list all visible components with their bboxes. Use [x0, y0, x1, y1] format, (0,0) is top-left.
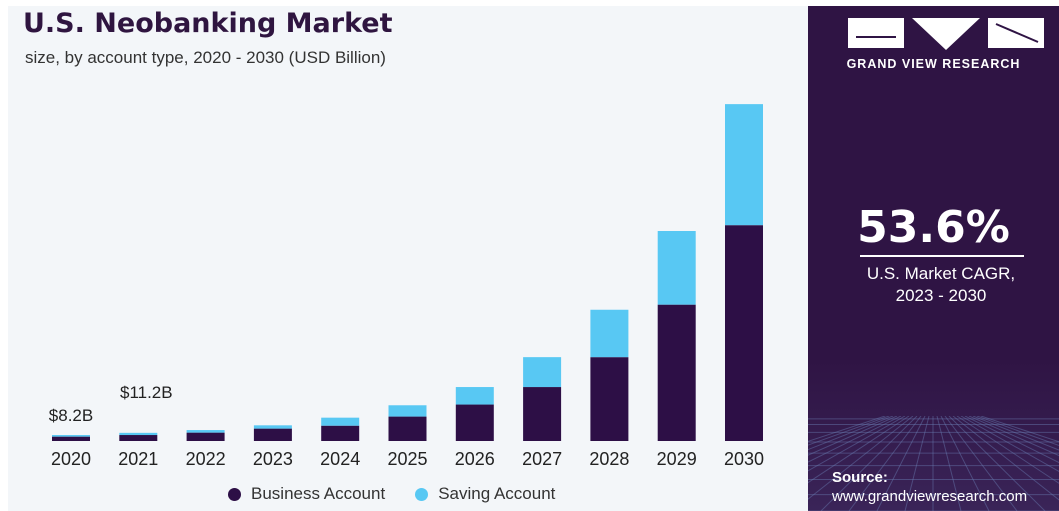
x-tick-label-2021: 2021 — [118, 449, 158, 469]
bar-saving-2022 — [186, 430, 225, 433]
bar-saving-2026 — [455, 387, 494, 405]
cagr-label-line1: U.S. Market CAGR, — [866, 264, 1016, 283]
legend-item-saving: Saving Account — [415, 484, 555, 504]
bar-saving-2025 — [388, 405, 427, 417]
grand-view-research-logo — [848, 18, 1044, 50]
source-label: Source: — [832, 469, 888, 486]
x-tick-label-2026: 2026 — [455, 449, 495, 469]
legend-label-business: Business Account — [251, 484, 386, 503]
bar-chart: 2020 2021 2022 2023 2024 2025 2026 2027 2028 2029… — [49, 104, 764, 469]
legend-item-business: Business Account — [228, 484, 385, 504]
brand-name: GRAND VIEW RESEARCH — [846, 57, 1021, 71]
x-tick-label-2030: 2030 — [724, 449, 764, 469]
data-label-2020: $8.2B — [49, 406, 93, 425]
legend: Business Account Saving Account — [228, 484, 555, 504]
legend-label-saving: Saving Account — [438, 484, 556, 503]
x-tick-label-2023: 2023 — [253, 449, 293, 469]
bar-business-2024 — [321, 425, 360, 441]
x-tick-label-2022: 2022 — [186, 449, 226, 469]
cagr-divider — [860, 255, 1024, 257]
chart-subtitle: size, by account type, 2020 - 2030 (USD … — [25, 48, 386, 67]
bar-business-2029 — [657, 304, 696, 441]
decorative-grid — [808, 416, 1059, 511]
x-tick-label-2025: 2025 — [387, 449, 427, 469]
bar-business-2028 — [590, 357, 629, 441]
bar-saving-2030 — [725, 104, 763, 226]
x-tick-label-2027: 2027 — [522, 449, 562, 469]
cagr-label: U.S. Market CAGR, 2023 - 2030 — [808, 263, 1059, 307]
side-panel: GRAND VIEW RESEARCH 53.6% U.S. Market CA… — [808, 6, 1059, 511]
bar-saving-2029 — [657, 231, 696, 305]
bar-saving-2023 — [253, 425, 292, 429]
bar-business-2022 — [186, 432, 225, 441]
bar-saving-2020 — [52, 435, 90, 437]
cagr-label-line2: 2023 - 2030 — [895, 286, 987, 305]
source-url[interactable]: www.grandviewresearch.com — [832, 488, 1028, 505]
bar-business-2021 — [119, 435, 158, 441]
chart-title: U.S. Neobanking Market — [23, 8, 393, 39]
bar-business-2030 — [725, 225, 763, 441]
bar-business-2025 — [388, 416, 427, 441]
bar-saving-2024 — [321, 417, 360, 426]
x-tick-label-2020: 2020 — [51, 449, 91, 469]
bar-business-2027 — [523, 387, 562, 441]
legend-swatch-business — [228, 487, 241, 501]
bar-business-2020 — [52, 436, 90, 441]
x-tick-label-2029: 2029 — [657, 449, 697, 469]
bar-saving-2028 — [590, 309, 629, 358]
cagr-value: 53.6% — [857, 202, 1010, 253]
bar-business-2023 — [253, 428, 292, 441]
legend-swatch-saving — [415, 487, 429, 501]
bar-business-2026 — [455, 404, 494, 441]
data-label-2021: $11.2B — [120, 383, 173, 402]
bar-saving-2027 — [523, 357, 562, 388]
x-tick-label-2028: 2028 — [589, 449, 629, 469]
bar-saving-2021 — [119, 432, 158, 436]
x-tick-label-2024: 2024 — [320, 449, 360, 469]
